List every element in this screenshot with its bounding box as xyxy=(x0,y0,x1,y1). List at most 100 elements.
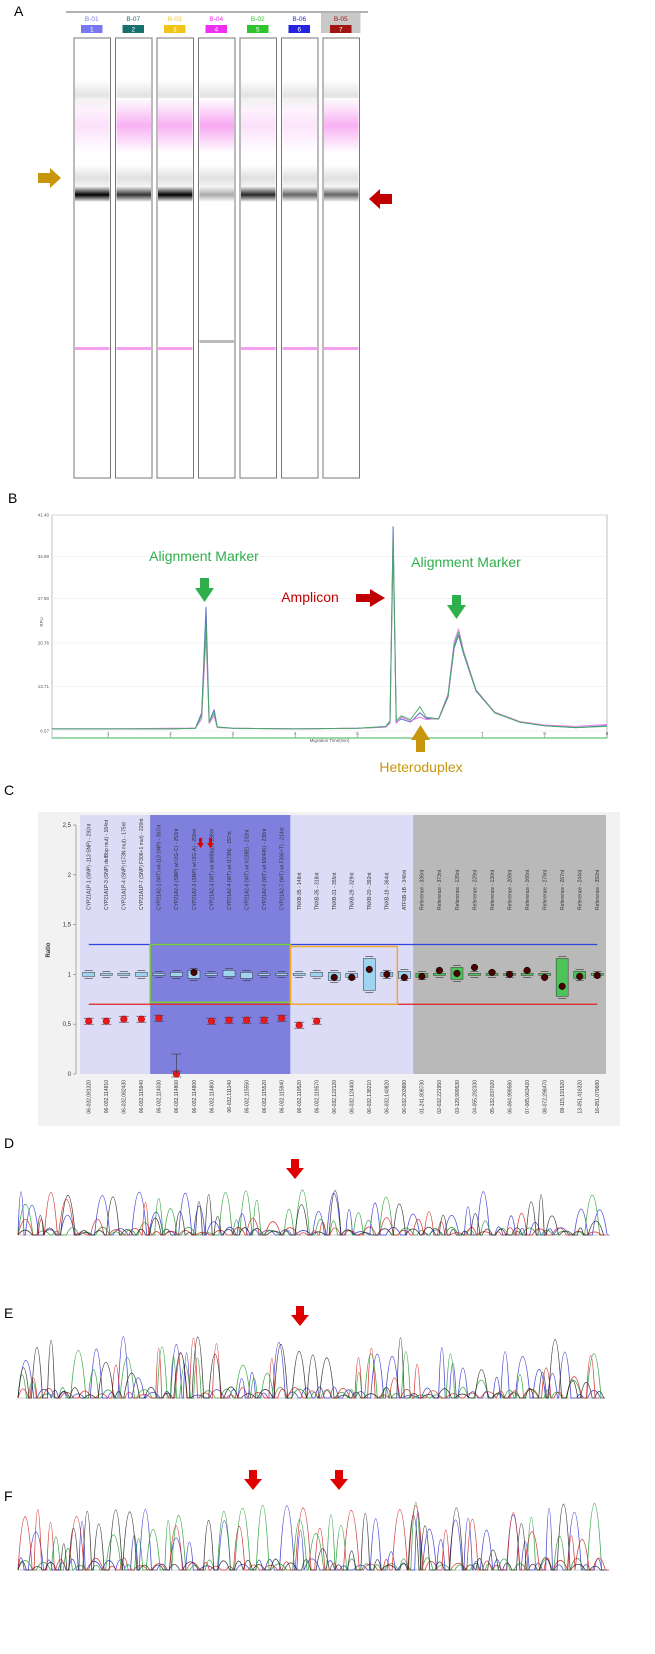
x-tick-label: 05-132,837020 xyxy=(490,1080,496,1114)
x-tick-label: 08-072,298470 xyxy=(542,1080,548,1114)
x-tick-label: 16-051,079680 xyxy=(595,1080,601,1114)
box xyxy=(363,958,376,991)
x-tick-label: 7 xyxy=(481,731,484,736)
x-tick-label: 06-032,119570 xyxy=(315,1080,321,1113)
x-tick-label: 03-129,999530 xyxy=(455,1080,461,1114)
amplicon-band xyxy=(282,186,317,202)
annotation: Amplicon xyxy=(281,589,339,605)
arrow xyxy=(207,838,214,848)
trace-peaks xyxy=(17,1503,605,1571)
panel-label: C xyxy=(4,782,14,798)
point xyxy=(506,970,514,978)
probe-label: CYP21A2-4 (WT) wt I173N) - 157nt xyxy=(227,831,233,910)
x-tick-label: 06-032,115520 xyxy=(262,1080,268,1113)
y-tick-label: 2 xyxy=(68,873,72,879)
lane-swatch xyxy=(164,25,186,33)
panel-label: D xyxy=(4,1135,14,1151)
x-tick-label: 06-032,122120 xyxy=(332,1080,338,1114)
trace-peaks xyxy=(17,1191,610,1236)
box xyxy=(275,973,288,976)
lane-swatch xyxy=(122,25,144,33)
lane-swatch xyxy=(330,25,352,33)
well-label: B-04 xyxy=(209,16,223,23)
box xyxy=(152,973,166,976)
lane-swatch xyxy=(205,25,227,33)
arrow xyxy=(291,1306,309,1326)
x-tick-label: 01-241,808730 xyxy=(420,1080,426,1114)
probe-label: CYP21A2-6 (WT) wt V238E) - 232nt xyxy=(244,829,250,910)
amplicon-band xyxy=(324,186,359,202)
probe-label: CYP21A2-6 (WT) wt M240K) - 238nt xyxy=(262,828,268,910)
x-tick-label: 06-032,114800 xyxy=(174,1080,180,1113)
probe-label: Reference - 244nt xyxy=(578,869,584,910)
point xyxy=(541,973,549,981)
point xyxy=(137,1015,145,1023)
lane-swatch xyxy=(247,25,269,33)
box xyxy=(257,973,271,976)
box xyxy=(468,973,481,976)
probe-label: CYP21A1P-7 (SNP) F306+1 mut) - 220nt xyxy=(139,818,145,910)
x-tick-label: 06-032,115940 xyxy=(279,1080,285,1113)
pink-band xyxy=(75,98,110,153)
amplicon-band xyxy=(75,186,110,202)
amplicon-band xyxy=(199,186,234,202)
probe-label: TNXB-19 - 364nt xyxy=(385,872,391,910)
amplicon-band xyxy=(241,186,276,202)
x-tick-label: 4 xyxy=(294,731,297,736)
lane-swatch xyxy=(81,25,103,33)
y-tick-label: 1 xyxy=(68,972,72,978)
arrow xyxy=(286,1159,304,1179)
y-tick-label: 6.57 xyxy=(40,728,49,733)
probe-label: ATF6B-1B - 346nt xyxy=(402,869,408,910)
y-tick-label: 1,5 xyxy=(63,923,72,929)
panel-label: E xyxy=(4,1305,13,1321)
amplicon-band xyxy=(158,186,193,202)
annotation: Alignment Marker xyxy=(149,548,259,564)
well-label: B-02 xyxy=(251,16,265,23)
probe-label: CYP21A2-3 (WT) wt delBbp) - 188nt xyxy=(209,829,215,910)
point xyxy=(593,971,601,979)
point xyxy=(470,963,479,971)
well-label: B-05 xyxy=(334,16,348,23)
y-tick-label: 41.40 xyxy=(38,513,50,518)
probe-label: Reference - 373nt xyxy=(437,869,443,910)
arrow xyxy=(356,589,385,607)
point xyxy=(488,968,496,976)
point xyxy=(348,973,356,981)
point xyxy=(85,1017,93,1025)
box xyxy=(222,970,236,977)
point xyxy=(207,1017,216,1025)
annotation: Alignment Marker xyxy=(411,554,521,570)
lane-number: 4 xyxy=(214,27,218,34)
point xyxy=(278,1014,286,1022)
y-axis-label: Ratio xyxy=(46,942,52,957)
x-tick-label: 06-032,115940 xyxy=(139,1080,145,1113)
x-tick-label: 07-065,063420 xyxy=(525,1080,531,1114)
probe-label: TNXB-20 - 392nt xyxy=(367,872,373,910)
y-tick-label: 0 xyxy=(68,1072,72,1078)
probe-label: Reference - 336nt xyxy=(420,869,426,910)
x-tick-label: 06-032,114800 xyxy=(192,1080,198,1113)
probe-label: CYP21A2-7 (WT) wt F306+T) - 214nt xyxy=(279,827,285,910)
marker-band xyxy=(199,340,234,343)
point xyxy=(225,1016,233,1024)
probe-label: TNXB-35 - 148nt xyxy=(297,872,303,910)
point xyxy=(558,982,566,990)
probe-label: Reference - 130nt xyxy=(490,869,496,910)
y-tick-label: 13.71 xyxy=(38,684,50,689)
probe-label: CYP21A1P-1 (SNP) -113 SNP) - 292nt xyxy=(87,823,93,910)
well-label: B-01 xyxy=(85,16,99,23)
x-tick-label: 04-055,292330 xyxy=(472,1080,478,1114)
y-tick-label: 20.76 xyxy=(38,640,50,645)
panel-label: A xyxy=(14,3,24,19)
point xyxy=(365,965,373,973)
lane-number: 7 xyxy=(339,27,343,34)
marker-band xyxy=(158,347,193,350)
x-tick-label: 1 xyxy=(107,731,110,736)
box xyxy=(292,973,306,976)
probe-label: Reference - 166nt xyxy=(525,869,531,910)
x-tick-label: 13-051,416320 xyxy=(578,1080,584,1114)
probe-label: CYP21A2-3 (SNP) wt I2G-C) - 253nt xyxy=(174,828,180,910)
point xyxy=(243,1016,251,1024)
